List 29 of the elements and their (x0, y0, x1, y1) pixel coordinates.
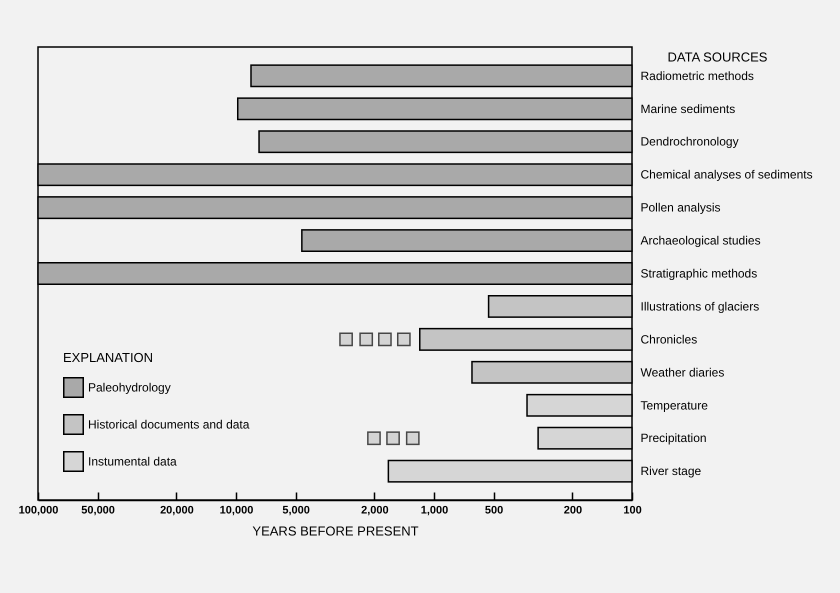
y-tick-label: Chronicles (640, 332, 698, 346)
x-tick-label: 5,000 (282, 504, 310, 516)
y-tick-label: Illustrations of glaciers (640, 299, 760, 314)
legend-label: Historical documents and data (88, 418, 250, 432)
x-tick-label: 200 (564, 504, 582, 516)
y-tick-label: Stratigraphic methods (640, 266, 758, 280)
y-tick-label: Dendrochronology (640, 134, 739, 149)
y-axis-title: DATA SOURCES (668, 50, 768, 64)
legend-title: EXPLANATION (63, 350, 154, 365)
x-tick-label: 1,000 (420, 504, 448, 516)
legend-label: Paleohydrology (88, 380, 171, 394)
y-tick-label: Pollen analysis (640, 200, 721, 215)
y-tick-label: Weather diaries (640, 365, 724, 380)
y-tick-label: Chemical analyses of sediments (640, 168, 813, 182)
y-tick-label: Radiometric methods (640, 68, 754, 83)
x-tick-label: 50,000 (81, 504, 115, 516)
x-tick-label: 500 (484, 504, 504, 516)
y-tick-label: Temperature (640, 398, 708, 412)
x-tick-label: 100,000 (18, 504, 58, 516)
legend-label: Instumental data (88, 454, 178, 468)
x-tick-label: 2,000 (361, 504, 389, 516)
x-tick-label: 100 (623, 504, 642, 516)
y-tick-label: River stage (640, 464, 702, 478)
x-axis-title: YEARS BEFORE PRESENT (252, 524, 419, 538)
x-tick-label: 20,000 (160, 504, 194, 516)
y-tick-label: Archaeological studies (640, 234, 761, 248)
y-tick-label: Precipitation (640, 431, 707, 446)
x-tick-label: 10,000 (220, 504, 254, 516)
y-tick-label: Marine sediments (640, 102, 736, 116)
